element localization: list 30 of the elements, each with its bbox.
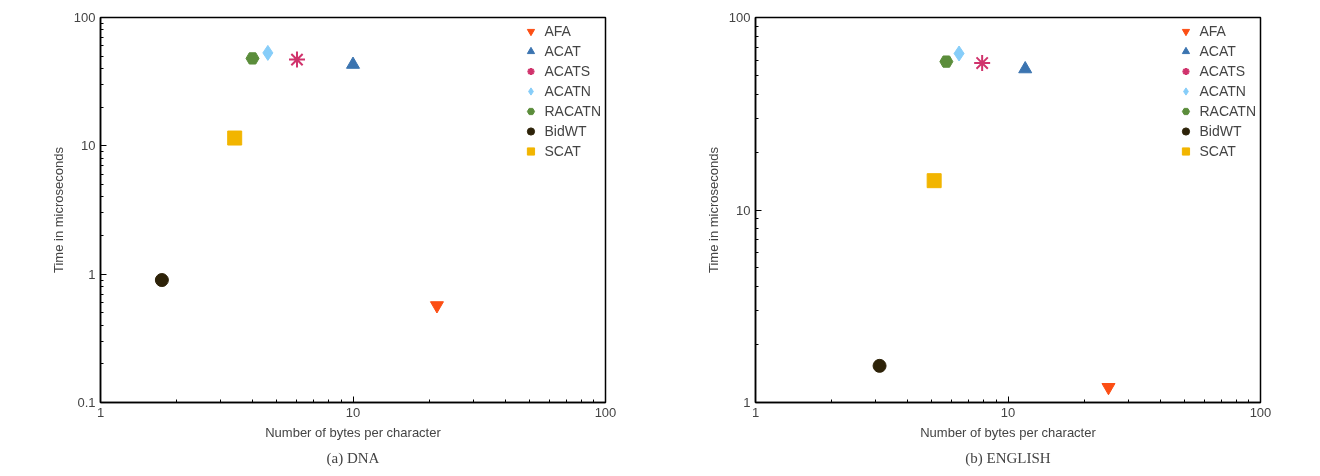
x-axis-title: Number of bytes per character: [265, 424, 442, 440]
legend-label: AFA: [544, 23, 571, 39]
x-tick-label: 100: [594, 404, 617, 420]
x-tick-label: 100: [1249, 404, 1272, 420]
legend-label: BidWT: [544, 123, 587, 139]
text: (a) DNA: [326, 449, 380, 467]
y-tick-label: 100: [73, 10, 96, 25]
x-tick-label: 10: [345, 404, 361, 420]
legend-label: ACAT: [1199, 43, 1236, 59]
legend-label: SCAT: [1199, 143, 1236, 159]
x-tick-label: 10: [1000, 404, 1016, 420]
legend-label: ACATS: [544, 63, 591, 79]
legend-label: ACAT: [544, 43, 581, 59]
legend-label: ACATS: [1199, 63, 1246, 79]
y-axis-title: Time in microseconds: [50, 146, 66, 273]
legend-label: RACATN: [1199, 103, 1256, 119]
y-axis-title: Time in microseconds: [705, 146, 721, 273]
x-axis-title: Number of bytes per character: [920, 424, 1097, 440]
y-tick-label: 1: [88, 266, 96, 282]
legend-label: SCAT: [544, 143, 581, 159]
legend-label: AFA: [1199, 23, 1226, 39]
y-tick-label: 10: [736, 202, 751, 218]
y-tick-label: 0.1: [77, 395, 96, 410]
legend-label: RACATN: [544, 103, 601, 119]
legend-label: BidWT: [1199, 123, 1242, 139]
legend-label: ACATN: [1199, 83, 1246, 99]
y-tick-label: 10: [81, 138, 96, 154]
legend-label: ACATN: [544, 83, 591, 99]
y-tick-label: 100: [728, 10, 751, 25]
text: (b) ENGLISH: [965, 449, 1051, 467]
